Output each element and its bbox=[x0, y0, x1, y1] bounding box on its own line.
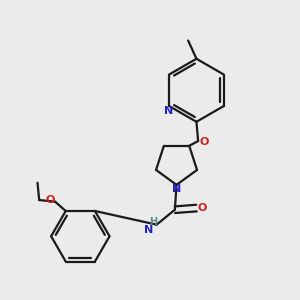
Text: O: O bbox=[45, 195, 55, 206]
Text: N: N bbox=[144, 225, 153, 235]
Text: H: H bbox=[149, 217, 158, 227]
Text: N: N bbox=[164, 106, 173, 116]
Text: O: O bbox=[198, 203, 207, 213]
Text: O: O bbox=[200, 137, 209, 147]
Text: N: N bbox=[172, 184, 181, 194]
